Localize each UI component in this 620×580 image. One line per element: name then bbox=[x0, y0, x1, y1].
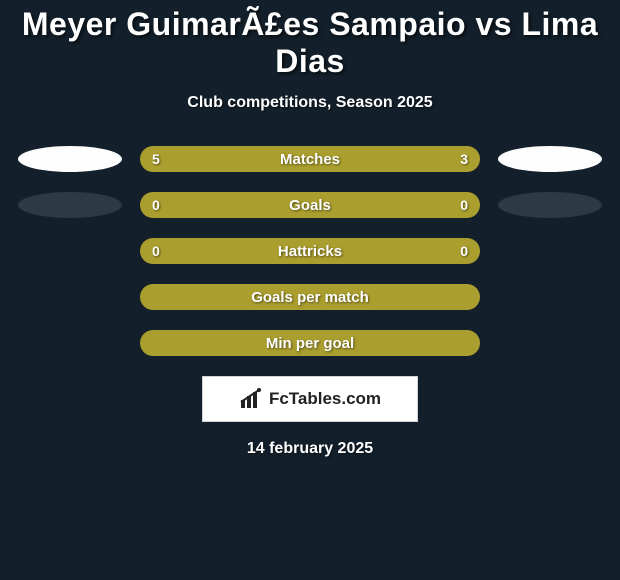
chart-icon bbox=[239, 388, 265, 410]
stat-label: Matches bbox=[280, 151, 340, 168]
stat-row: Goals 0 0 bbox=[10, 192, 610, 218]
stat-value-right: 0 bbox=[460, 238, 468, 264]
stat-bar: Goals 0 0 bbox=[140, 192, 480, 218]
page-subtitle: Club competitions, Season 2025 bbox=[0, 94, 620, 112]
bar-area: Goals 0 0 bbox=[140, 192, 480, 218]
page-title: Meyer GuimarÃ£es Sampaio vs Lima Dias bbox=[0, 0, 620, 80]
stat-bar: Min per goal bbox=[140, 330, 480, 356]
stat-row: Matches 5 3 bbox=[10, 146, 610, 172]
stat-value-right: 3 bbox=[460, 146, 468, 172]
stat-label: Hattricks bbox=[278, 243, 342, 260]
stat-row: Hattricks 0 0 bbox=[10, 238, 610, 264]
stat-bar: Hattricks 0 0 bbox=[140, 238, 480, 264]
stat-value-left: 0 bbox=[152, 192, 160, 218]
stats-rows: Matches 5 3 Goals 0 0 Hattricks 0 0 Goals per mat… bbox=[0, 146, 620, 356]
stat-label: Goals per match bbox=[251, 289, 369, 306]
stat-label: Goals bbox=[289, 197, 331, 214]
logo-box: FcTables.com bbox=[202, 376, 418, 422]
bar-area: Goals per match bbox=[140, 284, 480, 310]
logo-text: FcTables.com bbox=[269, 389, 381, 409]
player-right-ellipse bbox=[498, 146, 602, 172]
bar-area: Hattricks 0 0 bbox=[140, 238, 480, 264]
stat-row: Min per goal bbox=[10, 330, 610, 356]
bar-area: Min per goal bbox=[140, 330, 480, 356]
stat-value-right: 0 bbox=[460, 192, 468, 218]
bar-area: Matches 5 3 bbox=[140, 146, 480, 172]
player-left-ellipse bbox=[18, 146, 122, 172]
stat-value-left: 5 bbox=[152, 146, 160, 172]
stat-bar: Goals per match bbox=[140, 284, 480, 310]
player-left-ellipse bbox=[18, 192, 122, 218]
footer-date: 14 february 2025 bbox=[0, 440, 620, 458]
stat-bar: Matches 5 3 bbox=[140, 146, 480, 172]
stat-value-left: 0 bbox=[152, 238, 160, 264]
player-right-ellipse bbox=[498, 192, 602, 218]
stat-row: Goals per match bbox=[10, 284, 610, 310]
stat-label: Min per goal bbox=[266, 335, 354, 352]
